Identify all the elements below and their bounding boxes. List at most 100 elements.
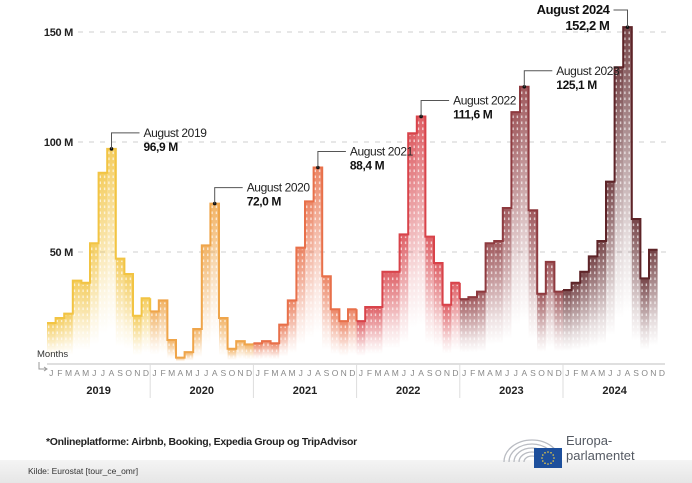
month-label: S [324,368,330,378]
month-label: S [633,368,639,378]
month-label: A [315,368,321,378]
window-pattern [287,302,297,353]
window-pattern [451,284,460,351]
window-pattern [150,313,159,355]
window-pattern [55,320,65,356]
window-pattern [115,260,125,347]
month-label: O [641,368,648,378]
window-pattern [184,354,194,361]
month-label: F [57,368,62,378]
month-label: M [598,368,605,378]
window-pattern [563,292,572,352]
window-pattern [554,293,563,352]
eu-star-icon [541,457,543,459]
month-label: J [608,368,612,378]
window-pattern [167,342,176,359]
window-pattern [253,345,262,360]
month-label: F [160,368,165,378]
window-pattern [416,118,426,326]
y-tick-label: 100 M [44,137,73,149]
series-lines [47,26,658,359]
annotation-title: August 2024 [537,2,611,17]
month-label: J [256,368,260,378]
window-pattern [236,343,245,359]
month-label: J [101,368,105,378]
month-label: J [152,368,156,378]
month-label: A [384,368,390,378]
window-pattern [210,205,219,339]
window-pattern [81,284,90,351]
series-line-2019 [47,147,151,325]
month-label: J [402,368,406,378]
leader-line [214,187,243,204]
month-label: M [185,368,192,378]
month-label: J [410,368,414,378]
annotation-title: August 2021 [350,145,414,159]
window-pattern [176,359,185,362]
month-label: A [521,368,527,378]
annotation-value: 111,6 M [453,107,493,121]
window-pattern [623,29,632,312]
month-label: M [495,368,502,378]
eu-star-icon [542,460,544,462]
annotation-value: 125,1 M [556,78,597,92]
window-pattern [322,278,331,350]
month-label: M [392,368,399,378]
month-label: A [487,368,493,378]
month-label: F [573,368,578,378]
window-pattern [468,299,477,353]
month-label: D [659,368,665,378]
month-label: J [505,368,509,378]
window-pattern [631,221,641,341]
eu-star-icon [544,462,546,464]
eu-star-icon [552,454,554,456]
european-parliament-logo-icon [503,439,562,468]
annotation-title: August 2023 [556,64,620,78]
axis-arrowhead-icon [43,366,48,372]
window-pattern [442,306,452,354]
y-axis-ticks: 50 M 100 M 150 M [44,27,74,259]
window-pattern [296,249,305,345]
window-pattern [64,315,73,355]
month-label: D [246,368,252,378]
series-line-2023 [459,85,563,301]
month-label: A [590,368,596,378]
series-line-2020 [150,202,254,359]
month-label: D [349,368,355,378]
month-label: M [82,368,89,378]
eu-star-icon [550,462,552,464]
month-label: J [307,368,311,378]
year-label: 2019 [86,385,110,397]
window-pattern [244,346,254,360]
series-line-2021 [253,166,357,345]
window-pattern [649,251,658,346]
eu-star-icon [542,454,544,456]
month-label: J [195,368,199,378]
month-label: S [427,368,433,378]
leader-line [523,70,553,87]
annotation-value: 152,2 M [565,18,609,33]
window-pattern [141,300,151,353]
window-pattern [107,150,116,331]
eu-star-icon [547,451,549,453]
source-bar [0,460,692,483]
series-line-2024 [563,26,658,292]
window-pattern [133,317,142,356]
window-pattern [520,88,529,321]
month-label: O [229,368,236,378]
annotation-title: August 2020 [247,181,311,195]
window-pattern [72,282,82,350]
window-pattern [434,265,443,348]
annotation-title: August 2022 [453,93,517,107]
month-label: S [220,368,226,378]
eu-star-icon [550,452,552,454]
window-pattern [477,293,486,352]
month-label: J [565,368,569,378]
window-pattern [528,212,538,340]
month-label: D [143,368,149,378]
window-pattern [399,236,409,343]
window-pattern [193,331,202,358]
window-pattern [330,311,340,355]
